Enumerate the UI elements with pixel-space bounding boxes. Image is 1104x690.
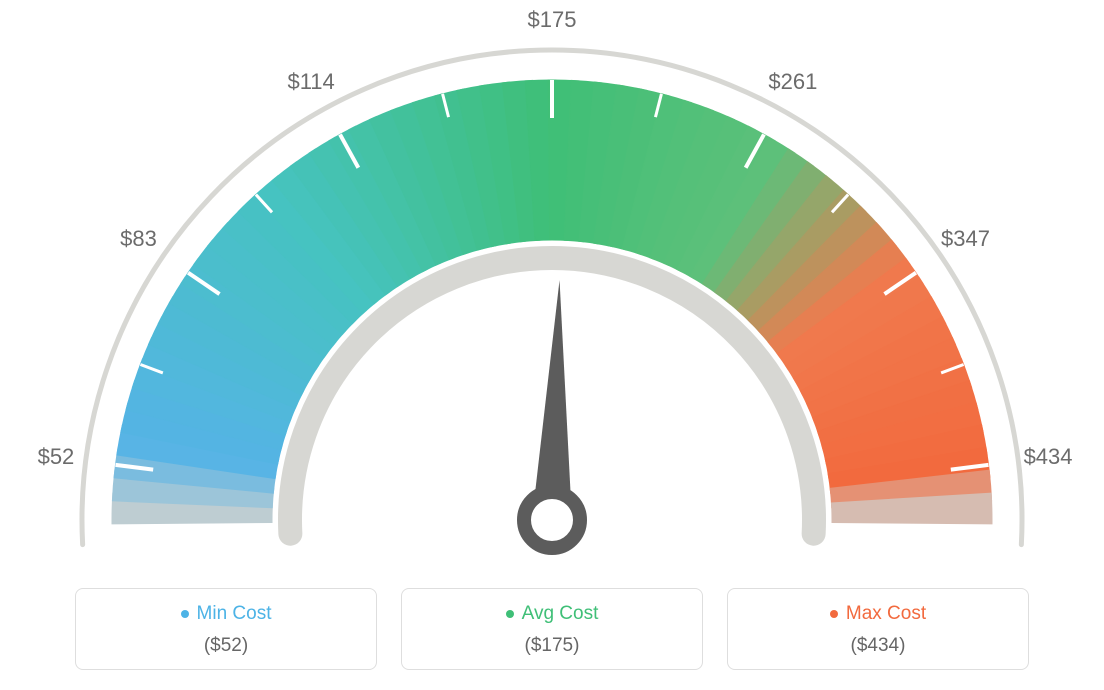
gauge-scale-label: $52 (38, 444, 75, 470)
legend-row: Min Cost ($52) Avg Cost ($175) Max Cost … (0, 588, 1104, 670)
legend-label-avg: Avg Cost (522, 603, 599, 625)
gauge-scale-label: $347 (941, 226, 990, 252)
gauge-area: $52 $83 $114 $175 $261 $347 $434 (0, 0, 1104, 560)
legend-card-max: Max Cost ($434) (727, 588, 1029, 670)
gauge-scale-label: $175 (528, 7, 577, 33)
legend-dot-min (181, 610, 189, 618)
gauge-svg (0, 0, 1104, 560)
legend-value-min: ($52) (76, 635, 376, 657)
legend-label-max: Max Cost (846, 603, 926, 625)
gauge-scale-label: $114 (287, 69, 334, 95)
legend-value-max: ($434) (728, 635, 1028, 657)
gauge-chart-container: $52 $83 $114 $175 $261 $347 $434 Min Cost ($52… (0, 0, 1104, 690)
gauge-scale-label: $261 (768, 69, 817, 95)
legend-label-min: Min Cost (197, 603, 272, 625)
legend-dot-max (830, 610, 838, 618)
legend-dot-avg (506, 610, 514, 618)
legend-card-min: Min Cost ($52) (75, 588, 377, 670)
legend-title-avg: Avg Cost (506, 603, 599, 625)
gauge-scale-label: $83 (120, 226, 157, 252)
gauge-scale-label: $434 (1024, 444, 1073, 470)
legend-card-avg: Avg Cost ($175) (401, 588, 703, 670)
legend-value-avg: ($175) (402, 635, 702, 657)
legend-title-min: Min Cost (181, 603, 272, 625)
legend-title-max: Max Cost (830, 603, 926, 625)
